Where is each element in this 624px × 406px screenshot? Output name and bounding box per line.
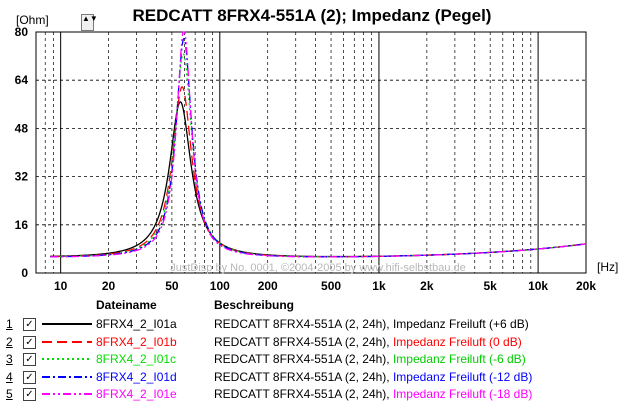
legend-header-desc: Beschreibung: [214, 298, 295, 312]
legend-desc-main: REDCATT 8FRX4-551A (2, 24h), Impedanz Fr…: [214, 317, 486, 331]
x-tick-label: 20: [102, 279, 116, 293]
x-tick-label: 1k: [372, 279, 386, 293]
legend-desc-tail: (+6 dB): [485, 317, 529, 331]
legend-desc-main: REDCATT 8FRX4-551A (2, 24h),: [214, 334, 393, 349]
legend-index-link[interactable]: 4: [6, 369, 13, 384]
legend-desc-tail: Impedanz Freiluft (-12 dB): [392, 369, 533, 384]
data-series: [50, 31, 587, 258]
y-tick-label: 80: [15, 25, 29, 39]
legend-index-link[interactable]: 3: [6, 352, 13, 366]
legend-desc-tail: Impedanz Freiluft (0 dB): [392, 334, 522, 349]
y-tick-label: 32: [15, 170, 29, 184]
x-unit-label: [Hz]: [597, 260, 618, 274]
impedance-curve-4: [50, 38, 587, 258]
legend-index-link[interactable]: 5: [6, 387, 13, 401]
x-tick-label: 20k: [576, 279, 596, 293]
legend-line-sample: [42, 323, 92, 325]
y-tick-label: 0: [21, 266, 28, 280]
legend-checkbox[interactable]: ✓: [23, 318, 36, 331]
legend-filename: 8FRX4_2_I01c: [96, 352, 177, 366]
legend-row: 2 ✓ 8FRX4_2_I01b REDCATT 8FRX4-551A (2, 24h…: [0, 334, 624, 351]
plot-area: [35, 31, 587, 274]
x-tick-label: 100: [210, 279, 230, 293]
y-unit-label: [Ohm]: [16, 13, 49, 27]
x-tick-label: 2k: [420, 279, 434, 293]
legend-row: 4 ✓ 8FRX4_2_I01d REDCATT 8FRX4-551A (2, 24h…: [0, 369, 624, 386]
legend-index-link[interactable]: 1: [6, 317, 13, 331]
unit-spinner-button[interactable]: ▲▼: [81, 14, 98, 31]
impedance-curve-2: [50, 86, 587, 258]
legend-filename: 8FRX4_2_I01d: [96, 369, 177, 384]
legend-description: REDCATT 8FRX4-551A (2, 24h), Impedanz Fr…: [214, 352, 526, 366]
legend-row: 5 ✓ 8FRX4_2_I01e REDCATT 8FRX4-551A (2, 24h…: [0, 386, 624, 403]
watermark: JustDisp by No. 0001, ©2004-2005 by www.…: [170, 262, 466, 274]
legend-line-sample: [42, 375, 92, 378]
legend-description: REDCATT 8FRX4-551A (2, 24h), Impedanz Fr…: [214, 370, 532, 384]
legend-line-sample: [42, 340, 92, 343]
legend-index-link[interactable]: 2: [6, 334, 13, 349]
legend-filename: 8FRX4_2_I01a: [96, 317, 177, 331]
legend-filename: 8FRX4_2_I01e: [96, 387, 177, 401]
legend-checkbox[interactable]: ✓: [23, 370, 36, 384]
legend-header-file: Dateiname: [96, 298, 157, 312]
legend-description: REDCATT 8FRX4-551A (2, 24h), Impedanz Fr…: [214, 317, 529, 331]
legend: Dateiname Beschreibung 1 ✓ 8FRX4_2_I01a RED…: [0, 296, 624, 406]
x-tick-label: 5k: [484, 279, 498, 293]
legend-row: 3 ✓ 8FRX4_2_I01c REDCATT 8FRX4-551A (2, 24h…: [0, 351, 624, 368]
legend-checkbox[interactable]: ✓: [23, 388, 36, 401]
legend-filename: 8FRX4_2_I01b: [96, 334, 177, 349]
x-tick-label: 50: [165, 279, 179, 293]
x-tick-label: 10k: [528, 279, 548, 293]
legend-description: REDCATT 8FRX4-551A (2, 24h), Impedanz Fr…: [214, 387, 532, 401]
legend-desc-main: REDCATT 8FRX4-551A (2, 24h),: [214, 387, 393, 401]
impedance-curve-5: [50, 31, 587, 258]
legend-desc-tail: Impedanz Freiluft (-6 dB): [392, 352, 526, 366]
y-tick-label: 48: [15, 121, 29, 135]
legend-checkbox[interactable]: ✓: [23, 353, 36, 366]
chart-title: REDCATT 8FRX4-551A (2); Impedanz (Pegel): [132, 6, 492, 25]
y-axis-ticks: 0 16 32 48 64 80: [15, 25, 29, 280]
y-tick-label: 64: [15, 73, 29, 87]
legend-row: 1 ✓ 8FRX4_2_I01a REDCATT 8FRX4-551A (2, 24h…: [0, 316, 624, 333]
legend-line-sample: [42, 358, 92, 360]
legend-checkbox[interactable]: ✓: [23, 335, 36, 349]
x-tick-label: 200: [258, 279, 278, 293]
x-tick-label: 500: [321, 279, 341, 293]
legend-desc-main: REDCATT 8FRX4-551A (2, 24h),: [214, 369, 393, 384]
y-tick-label: 16: [15, 218, 29, 232]
spinner-arrows-icon: ▲▼: [82, 14, 98, 23]
x-tick-label: 10: [54, 279, 68, 293]
legend-desc-main: REDCATT 8FRX4-551A (2, 24h),: [214, 352, 393, 366]
legend-line-sample: [42, 393, 92, 395]
legend-desc-tail: Impedanz Freiluft (-18 dB): [392, 387, 533, 401]
legend-description: REDCATT 8FRX4-551A (2, 24h), Impedanz Fr…: [214, 335, 522, 349]
x-axis-ticks: 10 20 50 100 200 500 1k 2k 5k 10k 20k: [54, 279, 596, 293]
